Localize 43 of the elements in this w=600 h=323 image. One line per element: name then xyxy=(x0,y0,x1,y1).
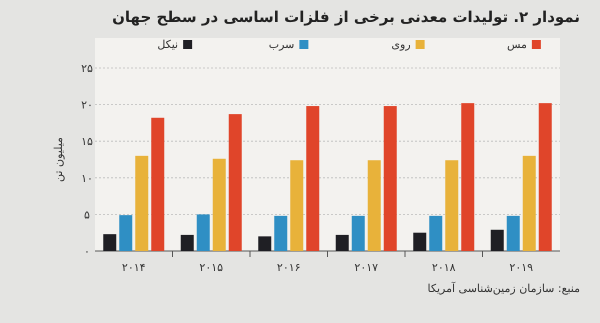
y-tick-label: ۲۰ xyxy=(81,98,93,112)
bar xyxy=(522,156,536,251)
legend-label: سرب xyxy=(268,38,294,51)
bar xyxy=(490,230,504,251)
bar xyxy=(228,114,242,251)
legend-label: روی xyxy=(391,38,411,51)
bar xyxy=(538,103,552,251)
bar xyxy=(429,216,442,251)
x-tick-label: ۲۰۱۴ xyxy=(122,261,146,274)
bar xyxy=(151,118,164,251)
legend-label: نیکل xyxy=(157,38,178,51)
chart-title: نمودار ۲. تولیدات معدنی برخی از فلزات اساسی در سطح جهان xyxy=(112,8,580,26)
bar xyxy=(368,160,381,251)
y-tick-label: ۱۵ xyxy=(81,135,93,148)
bar xyxy=(306,106,320,251)
x-tick-label: ۲۰۱۶ xyxy=(276,261,301,274)
y-tick-label: ۱۰ xyxy=(81,172,93,185)
x-tick-label: ۲۰۱۵ xyxy=(199,261,224,274)
bar xyxy=(196,214,210,251)
bar xyxy=(258,236,272,251)
bar xyxy=(180,234,194,251)
bar xyxy=(212,158,226,251)
text: منبع: سازمان زمین‌شناسی آمریکا xyxy=(428,281,580,295)
y-tick-label: ۵ xyxy=(84,208,90,222)
bar xyxy=(384,106,397,251)
bar xyxy=(119,215,132,251)
bar xyxy=(413,232,426,251)
bar xyxy=(103,234,116,251)
y-tick-label: ۰ xyxy=(84,245,90,258)
bar xyxy=(290,160,304,251)
bar xyxy=(506,216,520,251)
bar xyxy=(461,103,474,251)
y-axis-title: میلیون تن xyxy=(52,136,65,182)
x-tick-label: ۲۰۱۹ xyxy=(509,261,534,274)
bar xyxy=(274,216,288,251)
bar xyxy=(445,160,458,251)
y-tick-label: ۲۵ xyxy=(81,62,93,75)
bar xyxy=(336,234,349,251)
x-tick-label: ۲۰۱۷ xyxy=(354,261,378,274)
bar xyxy=(352,216,365,251)
legend-label: مس xyxy=(506,38,527,51)
x-tick-label: ۲۰۱۸ xyxy=(432,261,456,274)
bar xyxy=(135,156,148,251)
